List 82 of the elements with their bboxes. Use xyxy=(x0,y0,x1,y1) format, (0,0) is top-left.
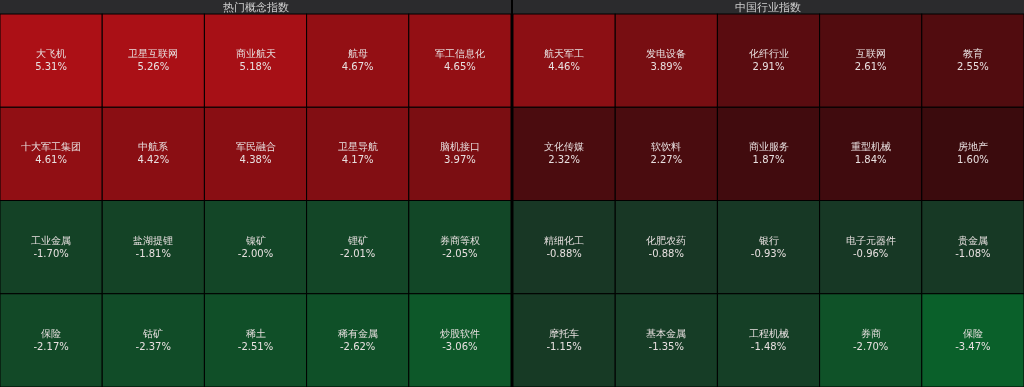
data-label: 1.84% xyxy=(854,154,887,166)
text: 热门概念指数 xyxy=(223,1,289,14)
data-label: -2.17% xyxy=(33,340,69,352)
data-label: -1.15% xyxy=(546,340,582,352)
category-label: 航母 xyxy=(347,48,368,60)
category-label: 工程机械 xyxy=(748,327,789,339)
category-label: 券商 xyxy=(860,327,881,339)
category-label: 券商等权 xyxy=(439,234,480,246)
data-label: 4.65% xyxy=(444,61,476,73)
category-label: 十大军工集团 xyxy=(21,141,82,153)
data-label: -2.00% xyxy=(237,247,274,259)
category-label: 发电设备 xyxy=(646,48,687,60)
category-label: 电子元器件 xyxy=(845,234,896,246)
data-label: 1.60% xyxy=(957,154,989,166)
category-label: 炒股软件 xyxy=(439,327,480,339)
category-label: 军工信息化 xyxy=(434,48,485,60)
data-label: 5.31% xyxy=(35,61,67,73)
data-label: 4.46% xyxy=(548,61,580,73)
data-label: -1.70% xyxy=(33,247,69,259)
category-label: 航天军工 xyxy=(544,48,585,60)
category-label: 工业金属 xyxy=(31,234,72,246)
category-label: 卫星导航 xyxy=(337,141,378,153)
category-label: 保险 xyxy=(41,327,62,339)
category-label: 银行 xyxy=(757,234,779,246)
data-label: -0.88% xyxy=(546,247,582,259)
text: 中国行业指数 xyxy=(735,1,801,14)
data-label: 5.18% xyxy=(239,61,272,73)
data-label: 2.55% xyxy=(957,61,989,73)
data-label: -3.06% xyxy=(442,340,478,352)
category-label: 房地产 xyxy=(957,141,988,153)
data-label: 3.97% xyxy=(444,154,476,166)
category-label: 精细化工 xyxy=(544,234,585,246)
data-label: -2.51% xyxy=(237,340,274,352)
data-label: -1.81% xyxy=(135,247,171,259)
data-label: -2.37% xyxy=(135,340,171,352)
category-label: 钴矿 xyxy=(142,327,164,339)
category-label: 摩托车 xyxy=(549,327,580,339)
category-label: 商业航天 xyxy=(235,48,276,60)
category-label: 镍矿 xyxy=(244,234,266,246)
data-label: -1.35% xyxy=(648,340,684,352)
data-label: -0.88% xyxy=(648,247,684,259)
category-label: 文化传媒 xyxy=(544,141,585,153)
data-label: 4.42% xyxy=(137,154,170,166)
category-label: 大飞机 xyxy=(36,48,67,60)
category-label: 基本金属 xyxy=(646,327,687,339)
data-label: -0.96% xyxy=(853,247,889,259)
category-label: 软饮料 xyxy=(651,141,682,153)
category-label: 锂矿 xyxy=(346,234,368,246)
category-label: 重型机械 xyxy=(850,141,891,153)
category-label: 教育 xyxy=(962,48,983,60)
category-label: 化肥农药 xyxy=(646,234,687,246)
data-label: 4.17% xyxy=(341,154,374,166)
category-label: 稀有金属 xyxy=(337,327,378,339)
data-label: -1.48% xyxy=(750,340,787,352)
data-label: -1.08% xyxy=(955,247,991,259)
data-label: -0.93% xyxy=(750,247,787,259)
data-label: -2.01% xyxy=(340,247,376,259)
data-label: 2.91% xyxy=(752,61,785,73)
category-label: 军民融合 xyxy=(235,141,276,153)
data-label: 4.67% xyxy=(341,61,374,73)
data-label: 3.89% xyxy=(650,61,683,73)
data-label: 2.32% xyxy=(548,154,580,166)
data-label: -2.70% xyxy=(853,340,889,352)
category-label: 中航系 xyxy=(138,141,169,153)
data-label: 2.27% xyxy=(650,154,683,166)
data-label: -3.47% xyxy=(955,340,991,352)
category-label: 盐湖提锂 xyxy=(133,234,174,246)
data-label: 4.38% xyxy=(239,154,272,166)
category-label: 卫星互联网 xyxy=(128,48,179,60)
category-label: 贵金属 xyxy=(957,234,988,246)
data-label: 4.61% xyxy=(35,154,67,166)
category-label: 化纤行业 xyxy=(748,48,789,60)
category-label: 脑机接口 xyxy=(439,141,480,153)
data-label: 5.26% xyxy=(137,61,170,73)
data-label: 2.61% xyxy=(854,61,887,73)
category-label: 互联网 xyxy=(855,48,886,60)
data-label: 1.87% xyxy=(752,154,785,166)
data-label: -2.05% xyxy=(442,247,478,259)
data-label: -2.62% xyxy=(340,340,376,352)
category-label: 商业服务 xyxy=(748,141,789,153)
category-label: 保险 xyxy=(962,327,983,339)
category-label: 稀土 xyxy=(245,327,266,339)
